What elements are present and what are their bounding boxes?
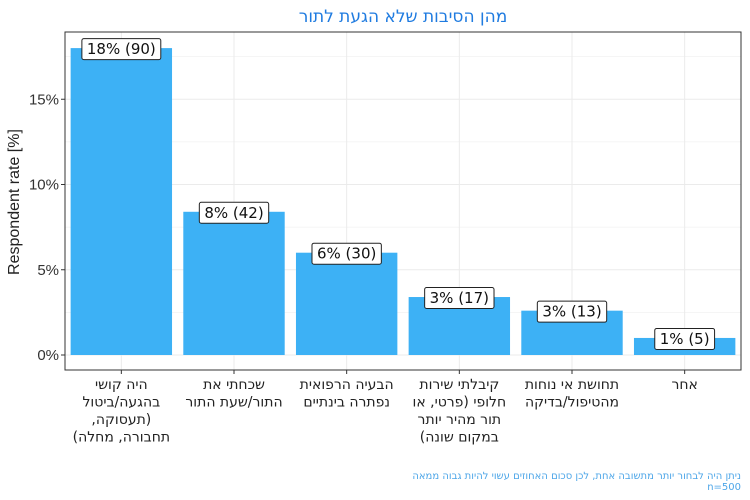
svg-text:1% (5): 1% (5) (660, 330, 710, 348)
data-label: 8% (42) (198, 201, 270, 224)
y-tick-label: 15% (29, 91, 59, 108)
svg-text:8% (42): 8% (42) (204, 204, 263, 222)
y-tick-label: 10% (29, 177, 59, 194)
grid (65, 32, 741, 370)
caption-line: ניתן היה לבחור יותר מתשובה אחת, לכן סכום… (412, 471, 741, 482)
bar (183, 211, 285, 355)
bar (295, 252, 398, 355)
y-tick-label: 0% (37, 347, 59, 364)
x-tick-label: תחושת אי נוחות מהטיפול/בדיקה (525, 377, 619, 411)
x-tick-label: אחר (671, 377, 697, 393)
svg-text:3% (17): 3% (17) (430, 289, 489, 307)
y-axis: 0% 5% 10% 15% (29, 91, 65, 364)
x-axis: היה קושי בהגעה/ביטול (תעסוקה, תחבורה, מחלה)… (73, 370, 698, 446)
data-label: 18% (90) (81, 38, 162, 61)
panel-border (64, 31, 742, 371)
data-labels: 18% (90) 8% (42) 6% (30) 3% (17) 3% (13) 1% (… (81, 38, 716, 350)
y-axis-label: Respondent rate [%] (6, 129, 23, 275)
data-label: 3% (17) (424, 287, 495, 310)
svg-text:3% (13): 3% (13) (542, 303, 601, 321)
x-tick-label: שכחתי את התור/שעת התור (185, 377, 282, 411)
data-label: 3% (13) (536, 300, 608, 323)
svg-text:6% (30): 6% (30) (317, 245, 376, 263)
data-label: 6% (30) (311, 242, 382, 265)
bars (70, 48, 736, 355)
caption-line: n=500 (707, 482, 741, 493)
caption: ניתן היה לבחור יותר מתשובה אחת, לכן סכום… (412, 471, 741, 493)
y-tick-label: 5% (37, 262, 59, 279)
x-tick-label: קיבלתי שירות חלופי (פרטי, או תור מהיר יותר… (413, 377, 507, 446)
svg-text:18% (90): 18% (90) (87, 40, 156, 58)
data-label: 1% (5) (654, 327, 716, 350)
x-tick-label: הבעיה הרפואית נפתרה בינתיים (300, 377, 394, 411)
chart-title: מהן הסיבות שלא הגעת לתור (299, 7, 508, 27)
bar (70, 48, 173, 355)
x-tick-label: היה קושי בהגעה/ביטול (תעסוקה, תחבורה, מחלה) (73, 377, 170, 446)
